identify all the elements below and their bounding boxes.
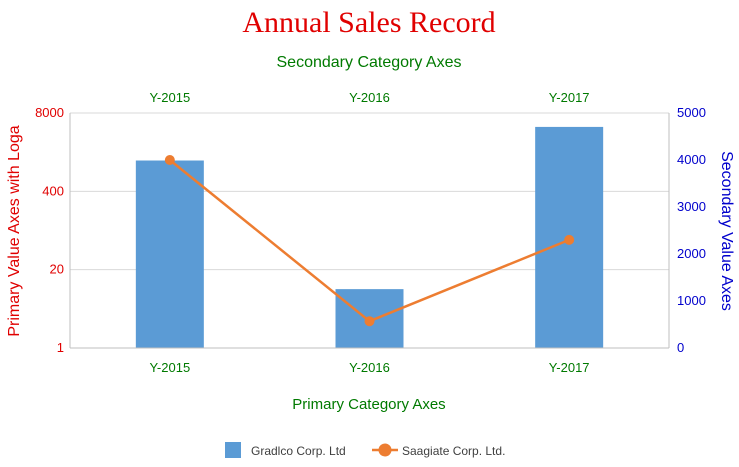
legend-swatch-bar <box>225 442 241 458</box>
x2-tick-label: Y-2016 <box>349 90 390 105</box>
bar <box>135 160 204 348</box>
y2-tick-label: 5000 <box>677 105 706 120</box>
legend: Gradlco Corp. Ltd Saagiate Corp. Ltd. <box>225 442 505 458</box>
line-series <box>164 155 575 327</box>
y2-tick-label: 2000 <box>677 246 706 261</box>
tick-labels: 1 20 400 8000 0 1000 2000 3000 4000 5000 Y-2015 Y-2… <box>35 90 706 375</box>
primary-value-axis-title: Primary Value Axes with Loga <box>6 125 23 336</box>
y-tick-label: 400 <box>42 183 64 198</box>
legend-label: Saagiate Corp. Ltd. <box>402 444 505 458</box>
line-point <box>164 155 175 165</box>
y2-tick-label: 1000 <box>677 293 706 308</box>
x-tick-label: Y-2017 <box>549 360 590 375</box>
x-tick-label: Y-2016 <box>349 360 390 375</box>
y-tick-label: 8000 <box>35 105 64 120</box>
y2-tick-label: 0 <box>677 340 684 355</box>
line-point <box>364 316 375 327</box>
y2-tick-label: 4000 <box>677 152 706 167</box>
primary-category-axis-title: Primary Category Axes <box>292 396 445 413</box>
y-tick-label: 1 <box>57 340 64 355</box>
y-tick-label: 20 <box>50 262 64 277</box>
chart-title: Annual Sales Record <box>242 6 495 39</box>
legend-swatch-marker <box>378 443 392 457</box>
x2-tick-label: Y-2015 <box>149 90 190 105</box>
line-point <box>564 234 575 245</box>
secondary-value-axis-title: Secondary Value Axes <box>718 151 735 311</box>
bar-series <box>135 126 604 348</box>
x-tick-label: Y-2015 <box>149 360 190 375</box>
axes <box>69 113 670 349</box>
legend-label: Gradlco Corp. Ltd <box>251 444 346 458</box>
y2-tick-label: 3000 <box>677 199 706 214</box>
x2-tick-label: Y-2017 <box>549 90 590 105</box>
secondary-category-axis-title: Secondary Category Axes <box>277 54 462 71</box>
